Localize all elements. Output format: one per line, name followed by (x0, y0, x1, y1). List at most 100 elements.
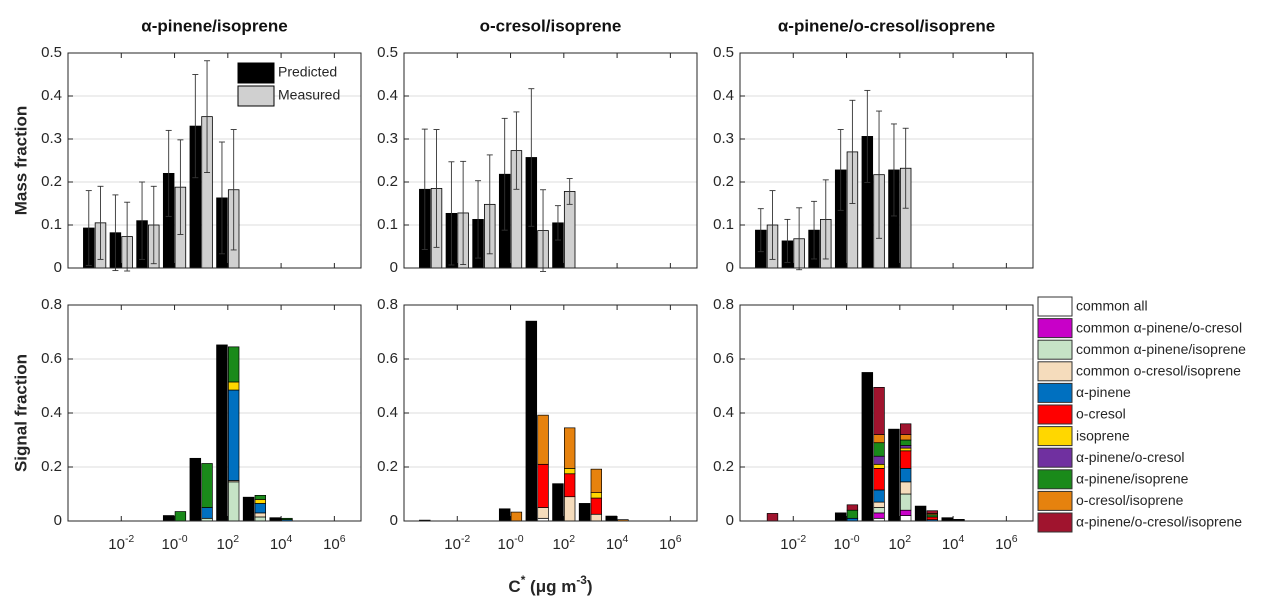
bar-segment (873, 507, 885, 514)
legend-swatch (1037, 490, 1073, 511)
y-tick-label: 0 (54, 259, 62, 276)
bar (834, 512, 847, 522)
y-tick-label: 0.5 (377, 44, 398, 61)
x-axis-label: C* (μg m-3) (508, 573, 592, 596)
bar (216, 344, 228, 522)
bar (162, 515, 175, 522)
bar (605, 515, 617, 522)
bar-segment (510, 511, 523, 522)
bar-segment (281, 517, 293, 520)
y-tick-label: 0.1 (377, 216, 398, 233)
x-tick-label: 10-0 (162, 533, 188, 553)
x-tick-label: 10-0 (498, 533, 524, 553)
bar-segment (900, 439, 912, 446)
y-tick-label: 0.4 (713, 87, 734, 104)
bar-segment (873, 501, 885, 508)
y-tick-label: 0.5 (713, 44, 734, 61)
legend-swatch (1037, 426, 1073, 447)
legend-swatch (1037, 469, 1073, 490)
y-tick-label: 0 (726, 512, 734, 529)
y-tick-label: 0.8 (377, 296, 398, 313)
bar (861, 372, 874, 522)
legend-label: Predicted (278, 64, 337, 80)
bar-segment (900, 515, 912, 522)
bar-segment (900, 468, 912, 483)
bar-segment (846, 504, 859, 511)
y-tick-label: 0.3 (377, 130, 398, 147)
axes-box (739, 304, 1034, 522)
bar-segment (228, 346, 240, 383)
legend-label: o-cresol (1076, 406, 1126, 422)
bar-segment (564, 468, 576, 475)
bar (914, 505, 927, 522)
x-tick-label: 104 (270, 533, 293, 553)
bar-segment (590, 513, 602, 522)
legend-swatch (1037, 296, 1073, 317)
bar-segment (873, 442, 885, 457)
bar-segment (873, 512, 885, 519)
legend-label: α-pinene/o-cresol (1076, 449, 1184, 465)
axes-box (67, 52, 362, 269)
bar-segment (873, 455, 885, 465)
x-tick-label: 10-2 (444, 533, 470, 553)
y-tick-label: 0.6 (41, 350, 62, 367)
bar-segment (766, 513, 779, 522)
axes-box (67, 304, 362, 522)
legend-label: α-pinene/isoprene (1076, 471, 1189, 487)
bar-segment (953, 519, 965, 521)
x-tick-label: 106 (323, 533, 346, 553)
y-tick-label: 0.8 (41, 296, 62, 313)
x-tick-label: 102 (889, 533, 912, 553)
bar-segment (873, 468, 885, 491)
bar-segment (564, 496, 576, 522)
y-tick-label: 0.2 (377, 173, 398, 190)
bar-segment (926, 516, 938, 521)
x-tick-label: 106 (659, 533, 682, 553)
bar-segment (254, 495, 266, 500)
legend-swatch (1037, 361, 1073, 382)
bar-segment (900, 481, 912, 495)
panel-title: α-pinene/o-cresol/isoprene (778, 16, 995, 35)
x-tick-label: 104 (942, 533, 965, 553)
legend-swatch (1037, 512, 1073, 533)
y-tick-label: 0.2 (41, 458, 62, 475)
legend-label: o-cresol/isoprene (1076, 492, 1184, 508)
legend-swatch (1037, 447, 1073, 468)
legend-swatch (237, 62, 275, 84)
bar-segment (174, 511, 187, 522)
y-tick-label: 0.4 (713, 404, 734, 421)
x-tick-label: 10-2 (108, 533, 134, 553)
bar-segment (900, 447, 912, 452)
legend-label: α-pinene (1076, 384, 1131, 400)
bar-segment (228, 481, 240, 522)
y-tick-label: 0 (54, 512, 62, 529)
legend-swatch (1037, 382, 1073, 403)
x-tick-label: 104 (606, 533, 629, 553)
bar-segment (873, 489, 885, 503)
y-tick-label: 0.5 (41, 44, 62, 61)
bar-segment (254, 516, 266, 522)
legend-swatch (1037, 318, 1073, 339)
y-tick-label: 0.6 (377, 350, 398, 367)
y-axis-label: Mass fraction (11, 106, 30, 216)
y-tick-label: 0.1 (713, 216, 734, 233)
legend-label: Measured (278, 87, 340, 103)
y-tick-label: 0.4 (377, 404, 398, 421)
panel-title: α-pinene/isoprene (141, 16, 287, 35)
y-tick-label: 0 (726, 259, 734, 276)
bar-segment (900, 450, 912, 469)
legend-swatch (1037, 404, 1073, 425)
bar-segment (590, 492, 602, 499)
x-tick-label: 102 (217, 533, 240, 553)
bar-segment (254, 499, 266, 504)
bar-segment (537, 414, 549, 465)
bar-segment (900, 445, 912, 449)
y-tick-label: 0.3 (713, 130, 734, 147)
legend-label: isoprene (1076, 427, 1130, 443)
y-tick-label: 0.3 (41, 130, 62, 147)
bar-segment (590, 497, 602, 515)
bar-segment (201, 507, 213, 519)
bar-segment (926, 510, 938, 514)
bar (242, 496, 255, 522)
